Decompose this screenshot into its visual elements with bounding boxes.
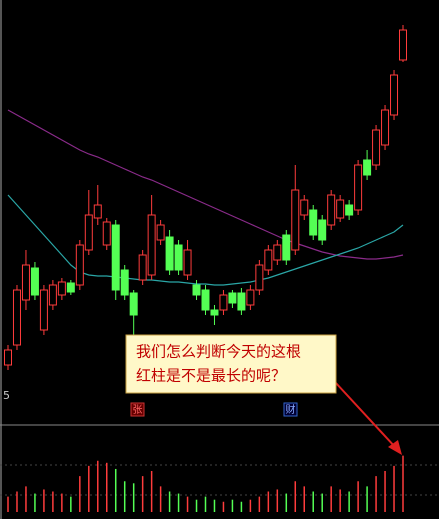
candle-body xyxy=(228,292,237,304)
candle-body xyxy=(4,349,12,366)
candle-body xyxy=(336,199,345,219)
candle-body xyxy=(48,284,57,306)
candle-body xyxy=(183,249,192,276)
candle-body xyxy=(264,249,273,271)
candle-body xyxy=(282,234,291,261)
candle-body xyxy=(57,281,66,296)
candle-body xyxy=(210,309,219,316)
candle-body xyxy=(165,236,174,271)
candle-body xyxy=(381,109,390,146)
candle-body xyxy=(237,292,246,311)
candle-body xyxy=(273,244,282,261)
arrow xyxy=(334,381,397,449)
annotation-box xyxy=(125,334,337,394)
candle-body xyxy=(120,269,129,296)
candle-body xyxy=(30,267,39,296)
candle-body xyxy=(309,209,318,236)
candle-body xyxy=(291,189,300,251)
candle-body xyxy=(327,194,336,226)
candle-body xyxy=(129,292,138,316)
candle-body xyxy=(300,199,309,216)
candle-body xyxy=(93,204,102,219)
candle-body xyxy=(174,244,183,271)
candle-body xyxy=(147,214,156,276)
candle-body xyxy=(111,224,120,291)
candle-body xyxy=(102,221,111,246)
candle-body xyxy=(66,282,75,293)
candle-body xyxy=(255,264,264,291)
candle-body xyxy=(138,254,147,281)
candle-body xyxy=(363,159,372,176)
candle-body xyxy=(21,264,30,301)
candle-body xyxy=(372,129,381,166)
marker-box xyxy=(130,402,145,417)
arrow-head xyxy=(388,440,402,455)
candle-body xyxy=(12,289,21,346)
candle-body xyxy=(345,204,354,216)
candle-body xyxy=(84,214,93,251)
candle-body xyxy=(354,164,363,211)
marker: 财 xyxy=(286,403,296,416)
moving-average xyxy=(7,194,404,286)
annotation-text: 我们怎么判断今天的这根 xyxy=(136,343,301,361)
candle-body xyxy=(156,224,165,241)
candle-body xyxy=(219,294,228,311)
candle-body xyxy=(192,284,201,296)
candle-body xyxy=(399,29,407,61)
marker: 张 xyxy=(133,404,143,416)
candle-body xyxy=(246,289,255,306)
candle-body xyxy=(75,244,84,286)
candle-body xyxy=(39,289,48,331)
axis-label: 5 xyxy=(3,389,10,402)
marker-box xyxy=(283,402,298,417)
annotation-text: 红柱是不是最长的呢？ xyxy=(136,367,286,385)
candle-body xyxy=(201,289,210,311)
candle-body xyxy=(318,219,327,241)
candle-body xyxy=(390,74,399,116)
